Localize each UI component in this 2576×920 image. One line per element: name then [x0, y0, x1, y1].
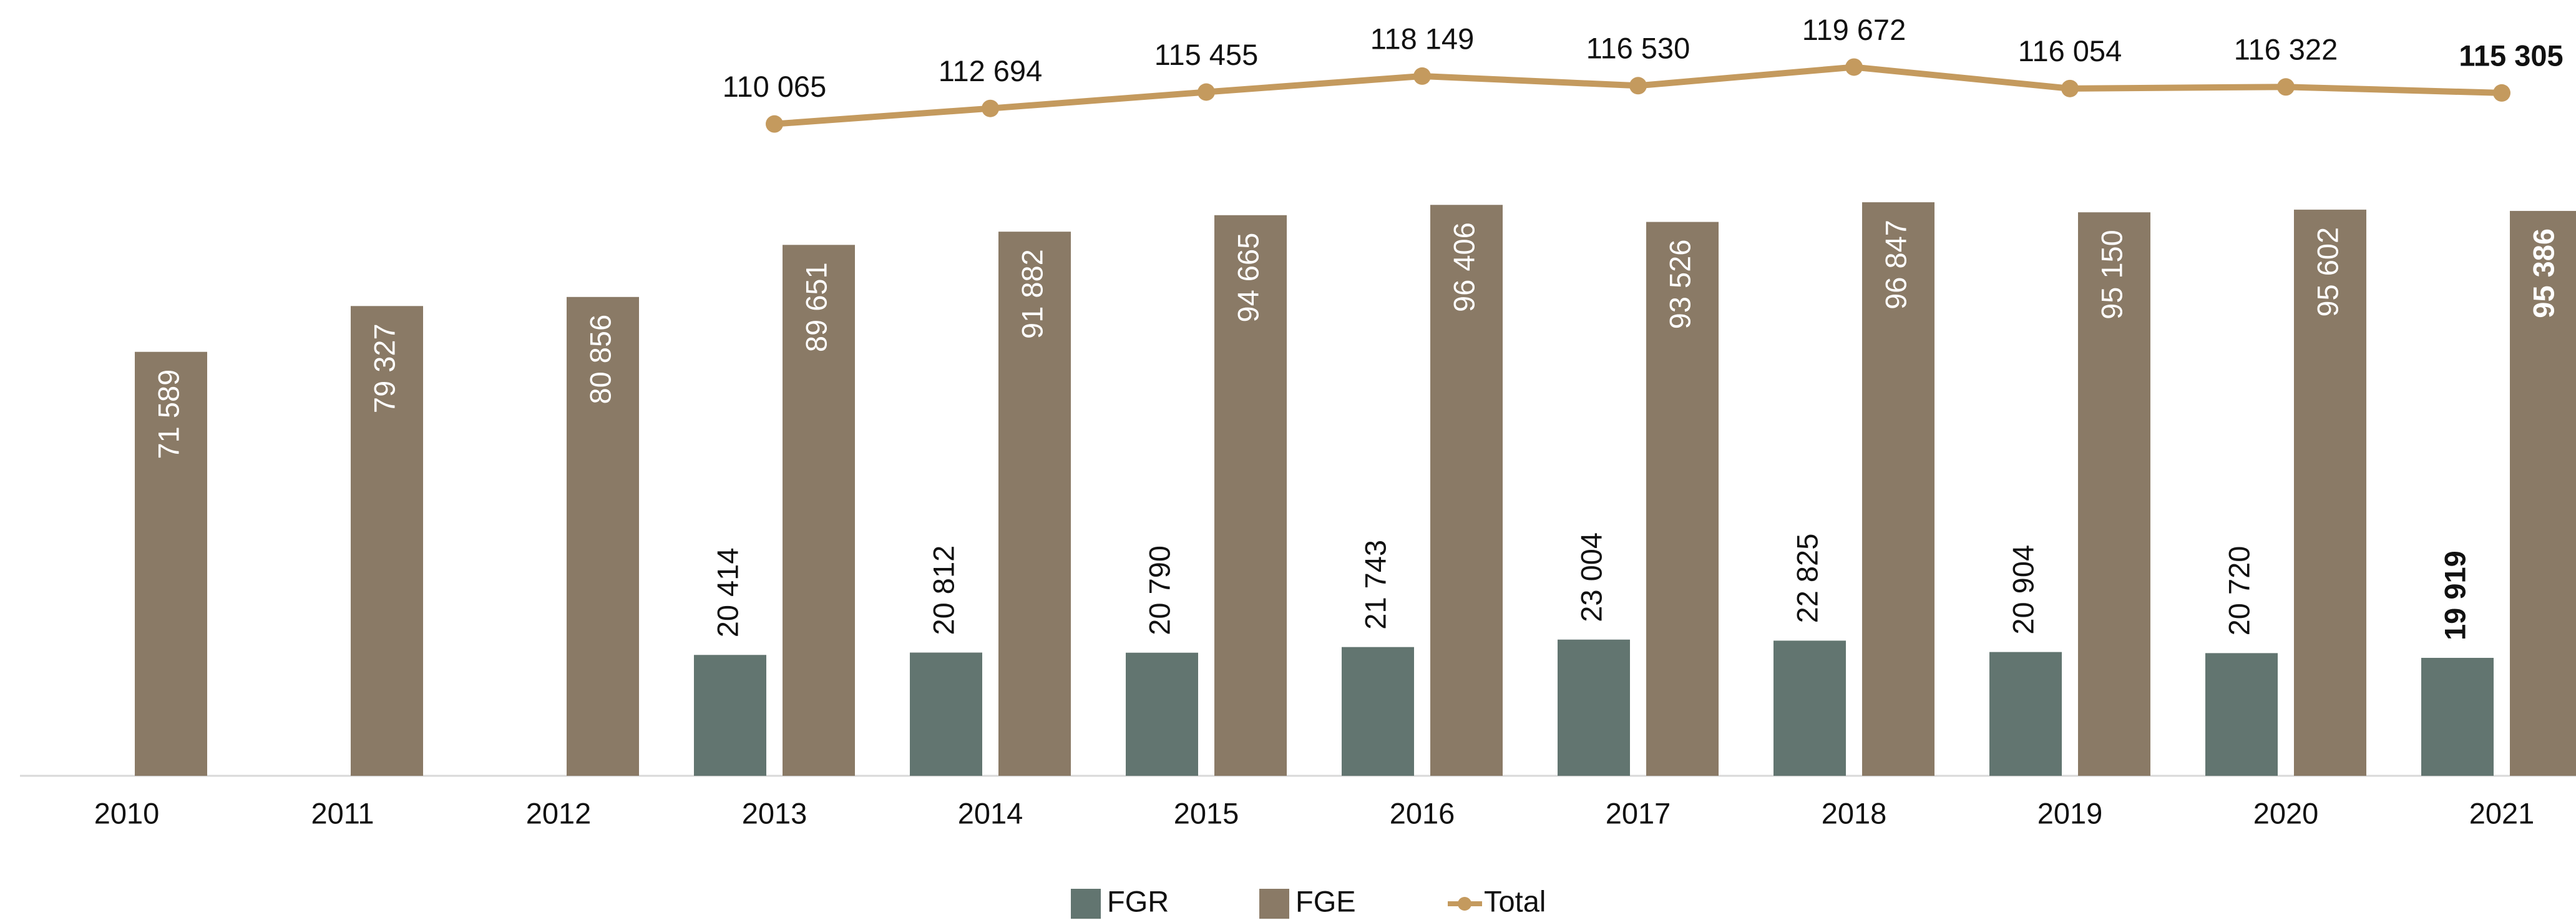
bar: [351, 306, 423, 776]
bar: [2421, 657, 2494, 776]
data-label: 118 149: [1370, 22, 1474, 55]
data-label: 115 305: [2459, 39, 2563, 72]
legend-label: Total: [1484, 884, 1546, 918]
bar: [1773, 640, 1846, 776]
bar: [1214, 215, 1287, 776]
bar: [567, 296, 639, 776]
data-label: 19 919: [2438, 551, 2471, 640]
bar: [1862, 202, 1934, 776]
line-marker: [2277, 78, 2295, 96]
bar: [1646, 222, 1719, 776]
legend-label: FGR: [1107, 884, 1169, 918]
data-label: 71 589: [152, 369, 185, 459]
data-label: 94 665: [1231, 233, 1264, 323]
x-tick-label: 2014: [958, 796, 1023, 829]
bar: [1430, 205, 1503, 776]
data-label: 22 825: [1790, 534, 1823, 624]
data-label: 23 004: [1574, 532, 1608, 622]
data-label: 116 054: [2018, 34, 2122, 67]
data-label: 21 743: [1359, 540, 1392, 630]
data-label: 119 672: [1802, 13, 1906, 46]
bar: [1126, 652, 1198, 776]
line-marker: [1413, 67, 1431, 85]
x-tick-label: 2015: [1174, 796, 1239, 829]
data-label: 95 602: [2311, 227, 2344, 317]
line-marker: [2061, 79, 2079, 97]
bar: [1989, 652, 2062, 776]
x-tick-label: 2016: [1390, 796, 1455, 829]
bar: [998, 232, 1071, 776]
bar: [2205, 653, 2278, 776]
line-marker: [1845, 58, 1863, 76]
x-tick-label: 2013: [742, 796, 807, 829]
line-marker: [982, 99, 999, 117]
bar: [2510, 210, 2576, 776]
bar: [1342, 647, 1414, 776]
data-label: 91 882: [1015, 249, 1048, 339]
bar: [694, 655, 766, 776]
bar: [783, 245, 855, 776]
x-tick-label: 2011: [311, 796, 374, 829]
data-label: 95 150: [2095, 230, 2128, 320]
legend-swatch: [1458, 897, 1471, 911]
data-label: 89 651: [799, 262, 832, 352]
bar: [910, 652, 982, 776]
data-label: 96 406: [1447, 222, 1480, 312]
x-tick-label: 2012: [526, 796, 592, 829]
x-tick-label: 2010: [94, 796, 160, 829]
bar: [135, 351, 207, 776]
x-tick-label: 2020: [2253, 796, 2319, 829]
data-label: 20 414: [711, 548, 744, 638]
data-label: 95 386: [2527, 228, 2560, 318]
x-tick-label: 2021: [2469, 796, 2535, 829]
data-label: 115 455: [1154, 38, 1258, 71]
bar: [2294, 209, 2366, 776]
line-marker: [1629, 77, 1647, 95]
data-label: 110 065: [723, 70, 826, 103]
data-label: 112 694: [939, 54, 1042, 87]
data-label: 93 526: [1663, 240, 1696, 330]
data-label: 80 856: [583, 315, 617, 404]
bar: [1558, 639, 1630, 776]
data-label: 96 847: [1879, 220, 1912, 310]
data-label: 20 812: [927, 546, 960, 635]
legend-swatch: [1259, 889, 1289, 919]
line-marker: [2493, 84, 2510, 102]
x-tick-label: 2017: [1606, 796, 1671, 829]
data-label: 116 530: [1586, 32, 1690, 65]
legend-label: FGE: [1295, 884, 1356, 918]
x-tick-label: 2018: [1822, 796, 1887, 829]
data-label: 79 327: [368, 323, 401, 413]
legend-swatch: [1071, 889, 1101, 919]
x-tick-label: 2019: [2037, 796, 2103, 829]
data-label: 20 790: [1143, 546, 1176, 635]
line-marker: [1198, 83, 1215, 101]
data-label: 20 720: [2222, 546, 2255, 636]
line-marker: [766, 115, 783, 133]
data-label: 116 322: [2234, 33, 2338, 66]
data-label: 20 904: [2006, 545, 2039, 635]
bar: [2078, 212, 2150, 776]
